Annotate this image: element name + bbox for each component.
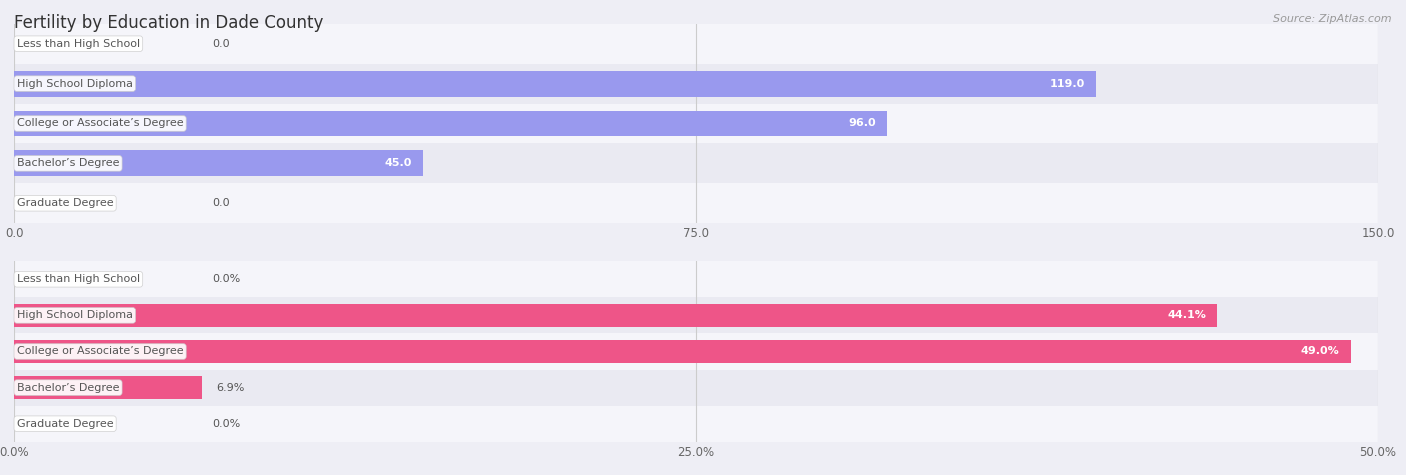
Text: Bachelor’s Degree: Bachelor’s Degree (17, 382, 120, 393)
Bar (14, 143, 1378, 183)
Bar (14, 104, 1378, 143)
Text: 0.0: 0.0 (212, 38, 229, 49)
Text: High School Diploma: High School Diploma (17, 78, 132, 89)
Bar (14, 64, 1378, 104)
Text: 44.1%: 44.1% (1167, 310, 1206, 321)
Text: Fertility by Education in Dade County: Fertility by Education in Dade County (14, 14, 323, 32)
Bar (14, 304, 1218, 327)
Text: 6.9%: 6.9% (217, 382, 245, 393)
Text: High School Diploma: High School Diploma (17, 310, 132, 321)
Text: Less than High School: Less than High School (17, 274, 141, 285)
Text: Less than High School: Less than High School (17, 38, 141, 49)
Bar (14, 340, 1351, 363)
Bar (14, 376, 202, 399)
Text: 45.0: 45.0 (385, 158, 412, 169)
Text: 0.0%: 0.0% (212, 274, 240, 285)
Text: Graduate Degree: Graduate Degree (17, 198, 114, 209)
Text: 96.0: 96.0 (848, 118, 876, 129)
Text: 49.0%: 49.0% (1301, 346, 1340, 357)
Text: Source: ZipAtlas.com: Source: ZipAtlas.com (1274, 14, 1392, 24)
Bar (14, 406, 1378, 442)
Bar (14, 24, 1378, 64)
Bar (14, 151, 423, 176)
Bar (14, 183, 1378, 223)
Bar (14, 261, 1378, 297)
Bar (14, 333, 1378, 370)
Bar (14, 297, 1378, 333)
Bar (14, 71, 1097, 96)
Bar (14, 111, 887, 136)
Text: Bachelor’s Degree: Bachelor’s Degree (17, 158, 120, 169)
Text: 119.0: 119.0 (1050, 78, 1085, 89)
Text: College or Associate’s Degree: College or Associate’s Degree (17, 346, 183, 357)
Text: College or Associate’s Degree: College or Associate’s Degree (17, 118, 183, 129)
Text: 0.0: 0.0 (212, 198, 229, 209)
Text: Graduate Degree: Graduate Degree (17, 418, 114, 429)
Bar (14, 370, 1378, 406)
Text: 0.0%: 0.0% (212, 418, 240, 429)
